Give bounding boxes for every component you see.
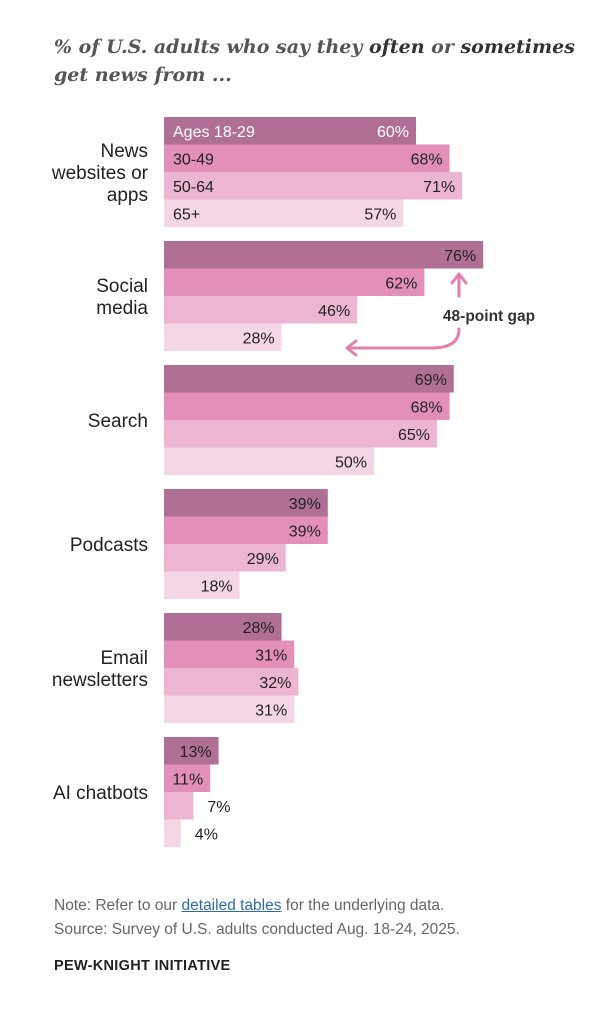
bar-email-newsletters-series-0 <box>164 613 282 641</box>
bar-chart: News websites or apps 60% Ages 18-29 68% 30-49… <box>51 117 535 847</box>
data-label-news-websites-or-apps-series-3: 57% <box>364 206 396 223</box>
category-label-news-websites-or-apps: News websites or apps <box>51 141 149 206</box>
bar-news-websites-or-apps-series-2 <box>164 172 463 200</box>
bar-news-websites-or-apps-series-1 <box>164 144 450 172</box>
chart-title: % of U.S. adults who say they often or s… <box>54 33 594 89</box>
bar-email-newsletters-series-1 <box>164 640 295 668</box>
bar-social-media-series-0 <box>164 241 484 269</box>
title-text-2: or <box>424 36 461 58</box>
category-label-line: Social <box>96 276 148 297</box>
brand-logo-text: PEW-KNIGHT INITIATIVE <box>54 958 231 974</box>
bar-search-series-0 <box>164 365 454 393</box>
legend-label-series-2: 50-64 <box>173 179 214 196</box>
footer-note: Note: Refer to our detailed tables for t… <box>54 897 444 915</box>
category-label-line: News <box>100 141 148 162</box>
category-label-line: Search <box>88 411 148 432</box>
note-prefix: Note: Refer to our <box>54 897 182 914</box>
legend-label-series-3: 65+ <box>173 206 200 223</box>
data-label-podcasts-series-2: 29% <box>247 551 279 568</box>
category-label-social-media: Social media <box>96 276 148 319</box>
bar-email-newsletters-series-2 <box>164 668 299 696</box>
bar-podcasts-series-2 <box>164 544 286 572</box>
bar-ai-chatbots-series-1 <box>164 764 211 792</box>
data-label-social-media-series-2: 46% <box>318 303 350 320</box>
data-label-email-newsletters-series-1: 31% <box>255 647 287 664</box>
bar-social-media-series-2 <box>164 296 358 324</box>
bar-social-media-series-1 <box>164 268 425 296</box>
bar-news-websites-or-apps-series-3 <box>164 199 404 227</box>
data-label-search-series-1: 68% <box>411 399 443 416</box>
gap-arrow-left-shaft <box>346 327 461 350</box>
bar-search-series-2 <box>164 420 437 448</box>
data-label-podcasts-series-3: 18% <box>201 578 233 595</box>
category-label-line: AI chatbots <box>53 783 148 804</box>
category-label-ai-chatbots: AI chatbots <box>53 783 148 804</box>
legend-label-series-1: 30-49 <box>173 151 214 168</box>
category-label-podcasts: Podcasts <box>70 535 148 556</box>
data-label-social-media-series-1: 62% <box>385 275 417 292</box>
data-label-podcasts-series-1: 39% <box>289 523 321 540</box>
title-text-3: get news from ... <box>54 64 232 86</box>
note-suffix: for the underlying data. <box>281 897 445 914</box>
category-label-line: Podcasts <box>70 535 148 556</box>
data-label-podcasts-series-0: 39% <box>289 496 321 513</box>
bar-podcasts-series-0 <box>164 489 328 517</box>
title-text-1: % of U.S. adults who say they <box>54 36 370 58</box>
data-label-news-websites-or-apps-series-2: 71% <box>423 179 455 196</box>
category-label-line: newsletters <box>52 670 148 691</box>
data-label-social-media-series-0: 76% <box>444 248 476 265</box>
data-label-news-websites-or-apps-series-0: 60% <box>377 124 409 141</box>
data-label-ai-chatbots-series-3: 4% <box>195 826 218 843</box>
gap-arrow-left-head <box>345 339 358 357</box>
data-label-ai-chatbots-series-1: 11% <box>172 771 203 788</box>
bar-email-newsletters-series-3 <box>164 695 295 723</box>
category-label-line: media <box>96 298 148 319</box>
bar-search-series-3 <box>164 447 374 475</box>
bar-news-websites-or-apps-series-0 <box>164 117 416 145</box>
detailed-tables-link[interactable]: detailed tables <box>181 897 282 914</box>
gap-annotation-text: 48-point gap <box>443 308 535 325</box>
category-label-email-newsletters: Email newsletters <box>52 648 148 691</box>
category-label-search: Search <box>88 411 148 432</box>
bar-ai-chatbots-series-3 <box>164 819 181 847</box>
gap-arrow-up-head <box>450 272 468 285</box>
data-label-search-series-0: 69% <box>415 372 447 389</box>
data-label-news-websites-or-apps-series-1: 68% <box>411 151 443 168</box>
bar-podcasts-series-1 <box>164 516 328 544</box>
bar-ai-chatbots-series-0 <box>164 737 219 765</box>
category-label-line: apps <box>107 185 148 206</box>
data-label-email-newsletters-series-0: 28% <box>243 620 275 637</box>
category-label-line: websites or <box>51 163 149 184</box>
data-label-email-newsletters-series-2: 32% <box>259 675 291 692</box>
bar-search-series-1 <box>164 392 450 420</box>
bar-podcasts-series-3 <box>164 571 240 599</box>
data-label-email-newsletters-series-3: 31% <box>255 702 287 719</box>
data-label-ai-chatbots-series-2: 7% <box>207 799 230 816</box>
data-label-search-series-3: 50% <box>335 454 367 471</box>
bar-ai-chatbots-series-2 <box>164 792 194 820</box>
footer-source: Source: Survey of U.S. adults conducted … <box>54 921 460 938</box>
data-label-social-media-series-3: 28% <box>243 330 275 347</box>
category-label-line: Email <box>100 648 148 669</box>
data-label-search-series-2: 65% <box>398 427 430 444</box>
data-label-ai-chatbots-series-0: 13% <box>180 744 212 761</box>
legend-label-series-0: Ages 18-29 <box>173 124 255 141</box>
title-emphasis-often: often <box>369 36 425 58</box>
bar-social-media-series-3 <box>164 323 282 351</box>
title-emphasis-sometimes: sometimes <box>460 36 575 58</box>
